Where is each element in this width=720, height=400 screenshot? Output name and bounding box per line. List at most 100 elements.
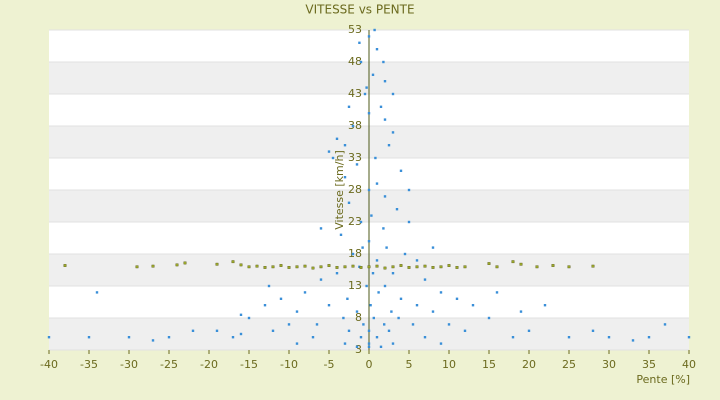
point [631,339,635,342]
point [355,310,359,313]
point [399,297,403,300]
x-tick-label: 30 [602,358,616,371]
point [383,323,386,326]
point [319,227,323,230]
point [367,240,371,243]
point [175,263,179,267]
x-tick-label: 40 [682,358,696,371]
point [399,169,403,172]
point [247,265,251,269]
point [382,60,385,64]
point [255,264,259,268]
point [355,345,359,348]
point [415,265,419,269]
point [358,41,361,44]
point [415,259,419,262]
x-tick-label: -25 [160,358,178,371]
point [351,252,355,256]
point [319,265,323,269]
point [385,246,388,249]
point [135,265,139,269]
point [335,272,339,275]
point [383,284,387,288]
point [423,278,427,281]
y-tick-label: 38 [348,119,362,132]
point [455,297,459,300]
point [331,156,335,160]
point [335,266,339,269]
point [375,264,379,268]
point [395,208,399,211]
point [383,195,387,198]
point [447,323,451,326]
point [382,227,385,230]
point [403,252,407,256]
point [335,137,339,140]
point [231,336,235,339]
point [397,316,400,320]
point [151,264,155,268]
point [455,266,459,269]
x-tick-label: 15 [482,358,496,371]
x-tick-label: -35 [80,358,98,371]
point [439,291,443,294]
point [519,310,523,313]
y-tick-label: 53 [348,23,362,36]
point [551,264,555,267]
point [303,264,307,268]
point [377,291,380,294]
point [355,163,359,166]
point [359,220,363,224]
point [342,316,345,320]
point [327,304,331,307]
point [263,266,267,269]
point [287,266,291,269]
point [370,214,373,217]
point [295,310,299,313]
x-tick-label: 10 [442,358,456,371]
point [47,336,51,339]
point [567,336,571,339]
point [423,336,427,339]
point [347,201,351,204]
point [231,260,235,264]
point [439,342,443,345]
x-tick-label: -15 [240,358,258,371]
point [383,80,387,83]
point [391,131,395,134]
point [567,265,571,269]
point [311,336,315,339]
point [287,323,291,326]
point [367,35,371,38]
point [358,265,361,268]
x-axis-title: Pente [%] [636,373,690,386]
point [390,310,393,313]
x-tick-label: -20 [200,358,218,371]
point [447,264,451,267]
point [375,259,379,262]
point [463,265,467,269]
point [327,150,331,153]
point [151,339,155,342]
y-tick-label: 48 [348,55,362,68]
point [687,336,691,339]
y-tick-label: 3 [355,343,362,356]
point [279,297,283,300]
point [379,345,383,348]
point [347,329,351,332]
point [239,263,243,267]
point [167,336,171,339]
point [375,182,379,185]
x-tick-label: 0 [366,358,373,371]
point [431,310,435,313]
y-tick-label: 33 [348,151,362,164]
point [591,329,595,332]
point [183,261,187,265]
point [359,60,363,64]
point [387,329,391,332]
point [371,73,375,76]
point [215,329,219,332]
point [383,266,387,270]
point [311,266,315,270]
